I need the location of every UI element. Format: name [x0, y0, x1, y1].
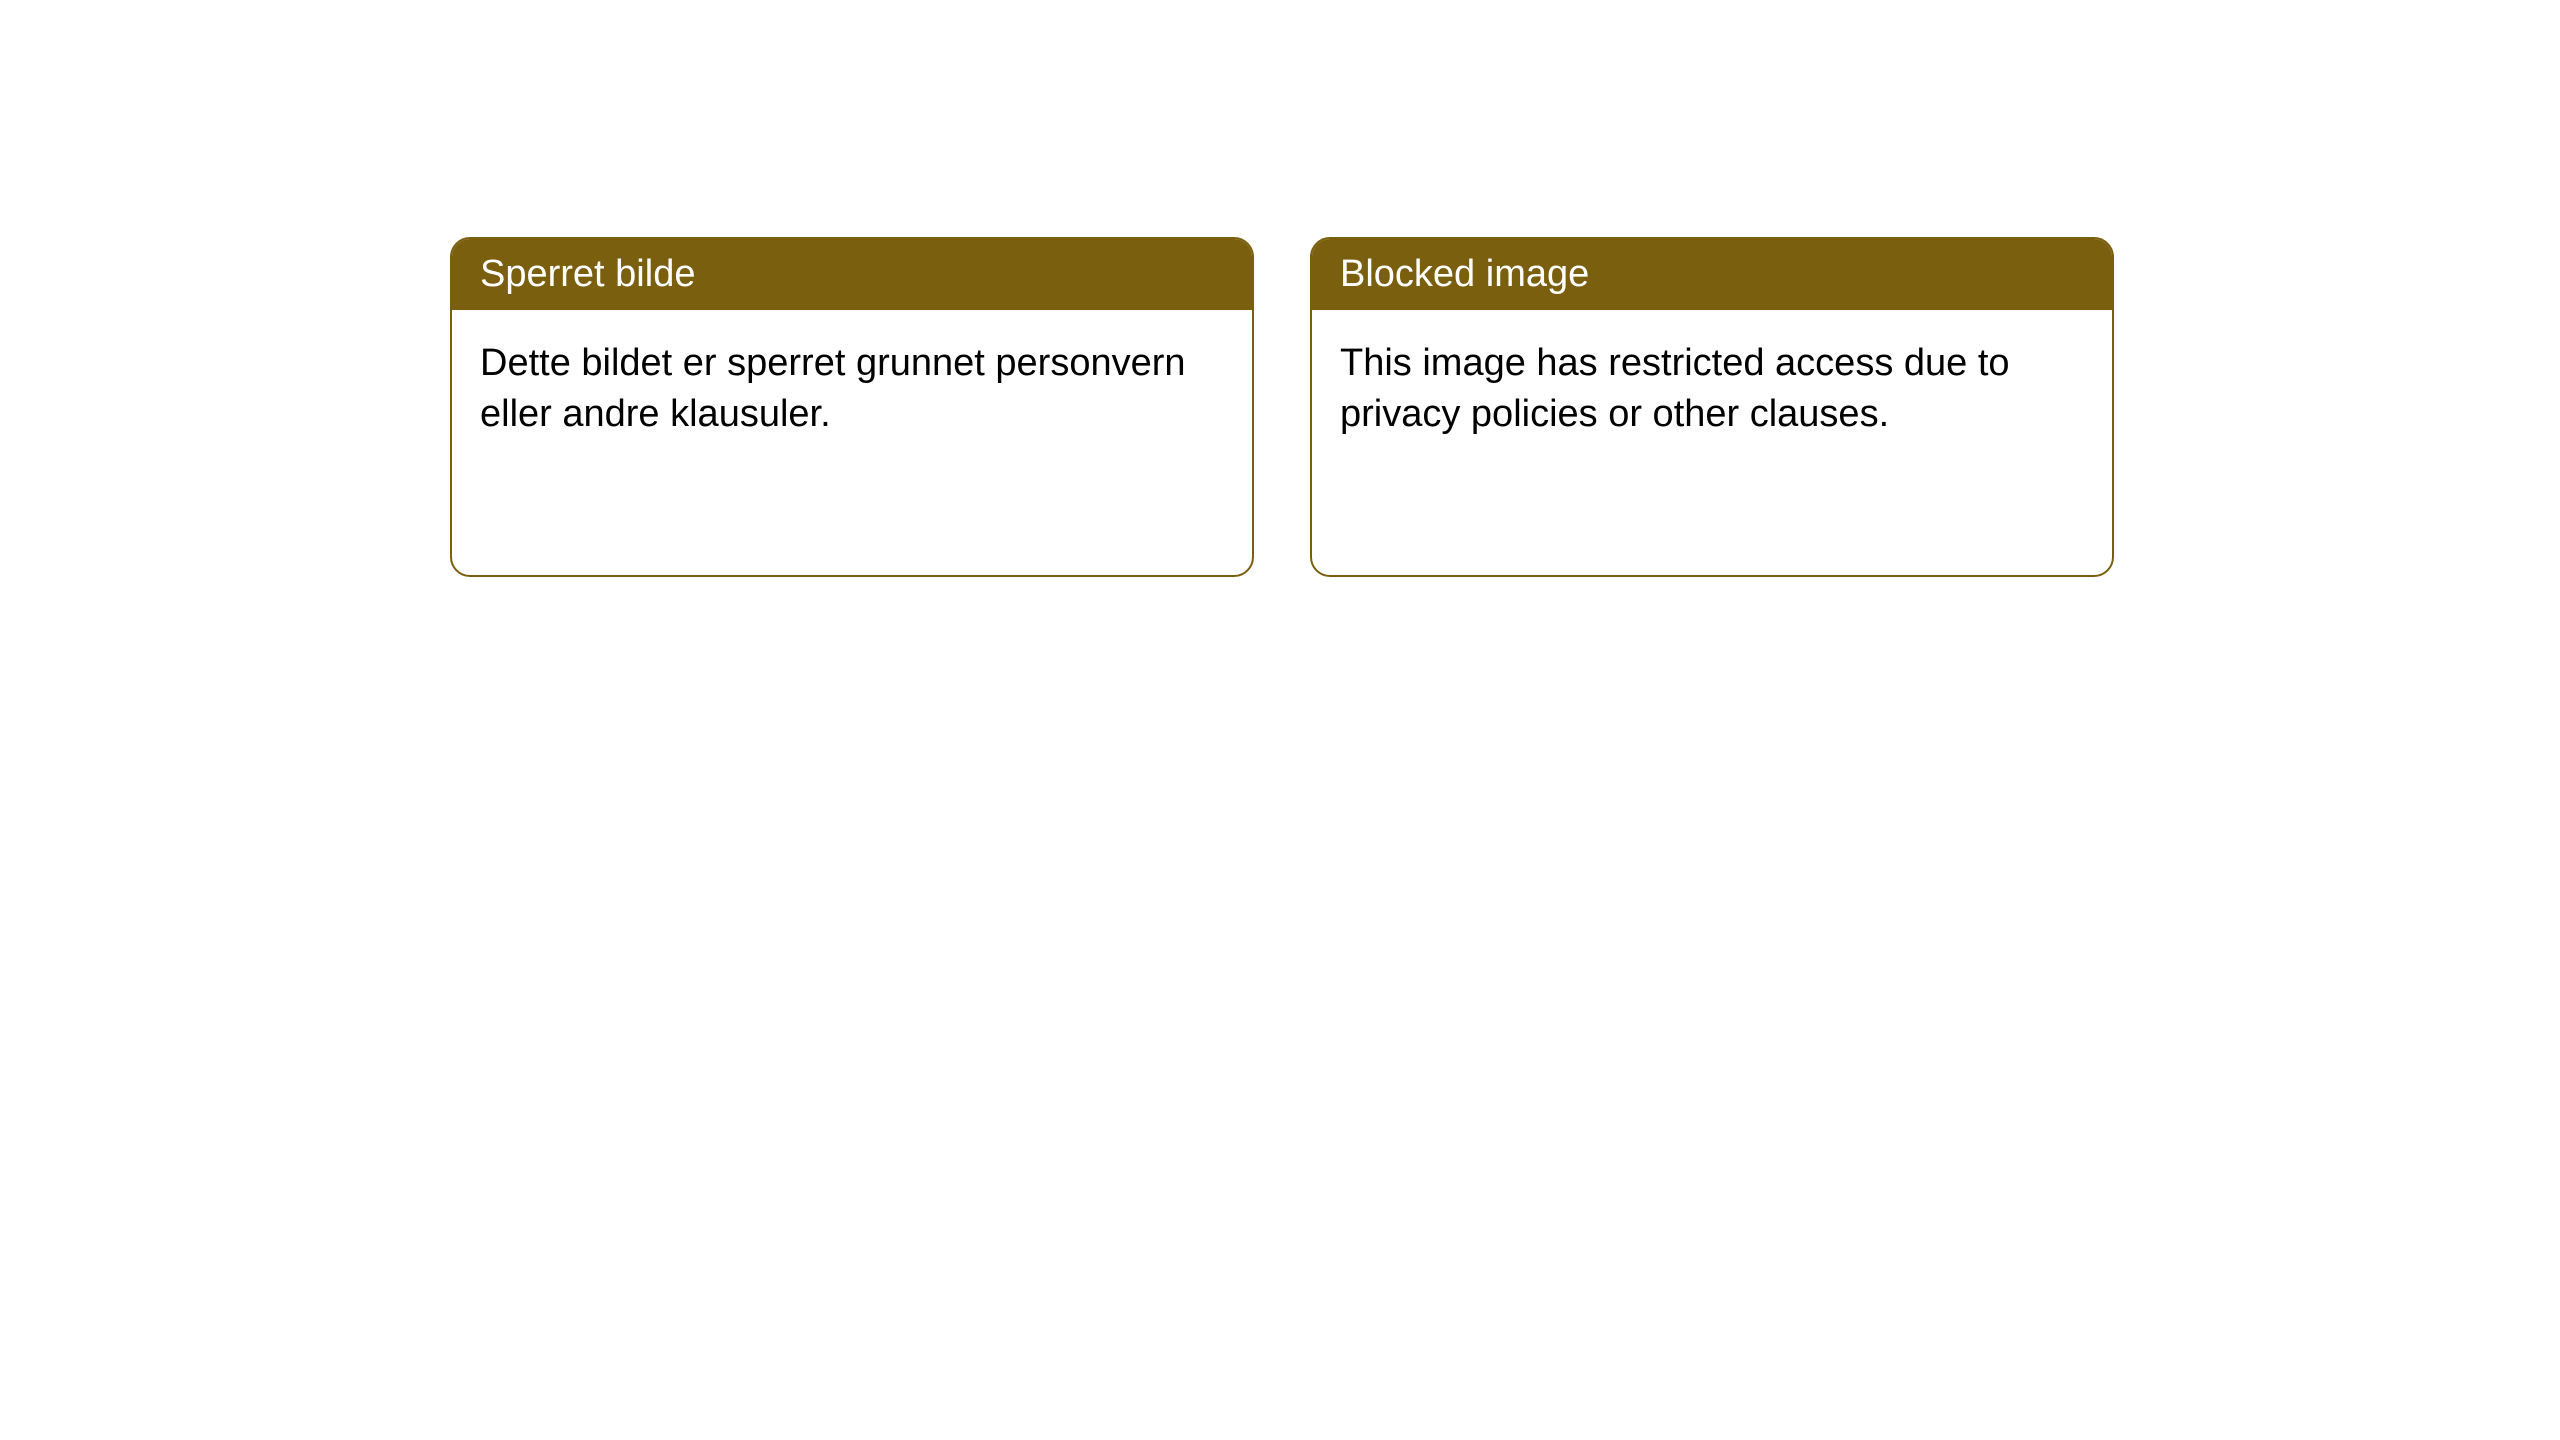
card-body: Dette bildet er sperret grunnet personve… — [452, 310, 1252, 469]
card-body-text: This image has restricted access due to … — [1340, 342, 2010, 435]
notice-container: Sperret bilde Dette bildet er sperret gr… — [450, 237, 2114, 577]
card-body: This image has restricted access due to … — [1312, 310, 2112, 469]
blocked-image-card-english: Blocked image This image has restricted … — [1310, 237, 2114, 577]
card-title: Blocked image — [1340, 253, 1589, 295]
card-title: Sperret bilde — [480, 253, 695, 295]
card-body-text: Dette bildet er sperret grunnet personve… — [480, 342, 1186, 435]
card-header: Blocked image — [1312, 239, 2112, 310]
blocked-image-card-norwegian: Sperret bilde Dette bildet er sperret gr… — [450, 237, 1254, 577]
card-header: Sperret bilde — [452, 239, 1252, 310]
